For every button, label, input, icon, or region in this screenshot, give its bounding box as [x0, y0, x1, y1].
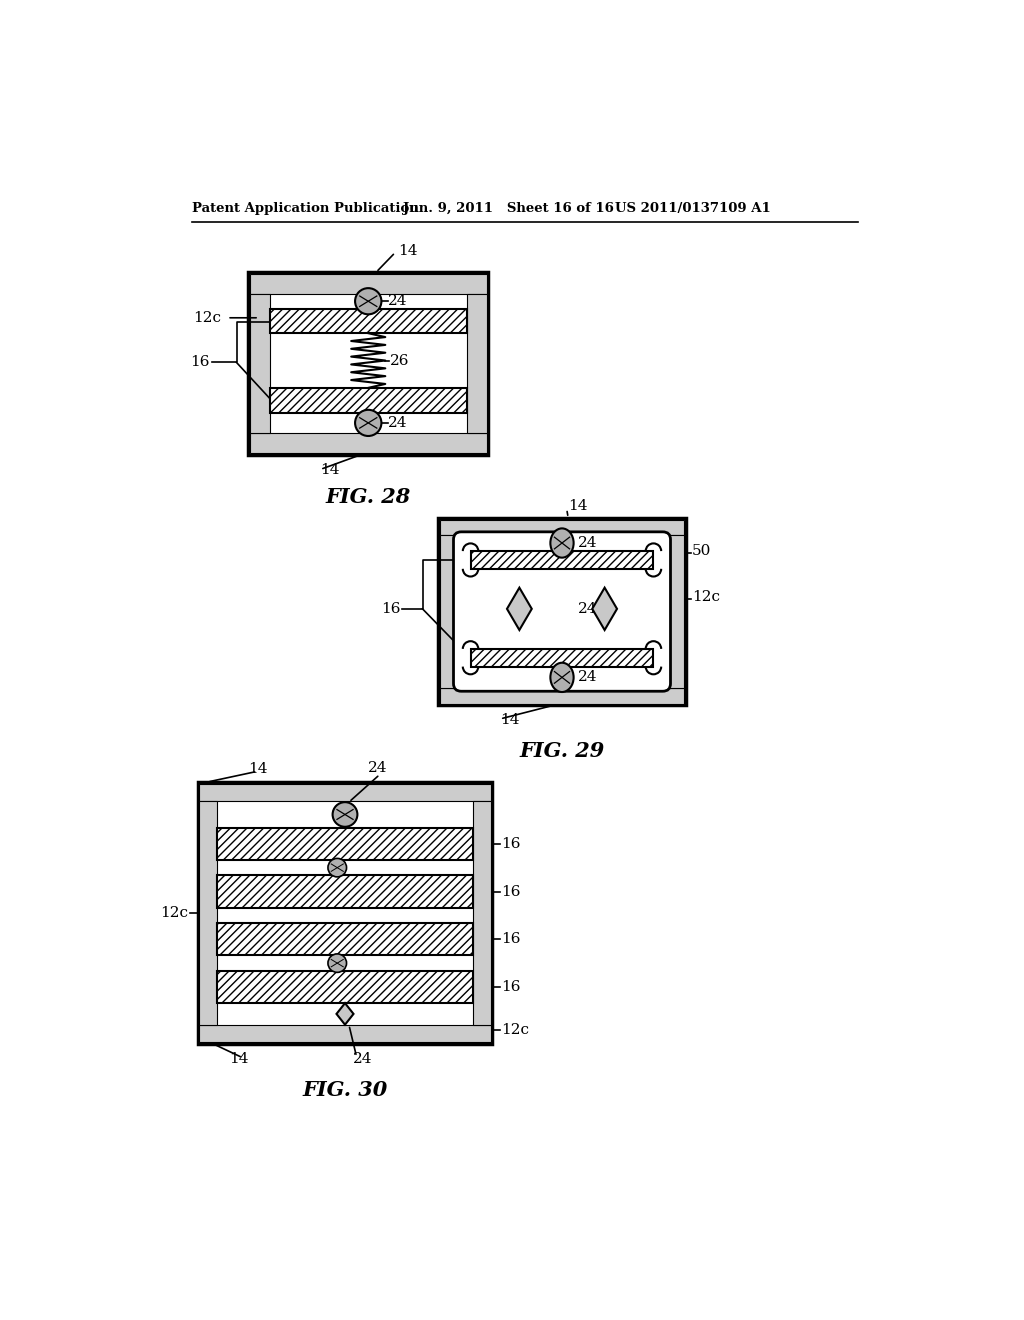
Text: Patent Application Publication: Patent Application Publication: [191, 202, 418, 215]
Bar: [200, 1024, 490, 1043]
Text: 12c: 12c: [692, 590, 720, 605]
Bar: [217, 970, 473, 1003]
Circle shape: [328, 858, 346, 876]
Polygon shape: [507, 587, 531, 630]
Text: 50: 50: [692, 544, 712, 558]
Text: 24: 24: [578, 602, 597, 616]
Bar: [217, 875, 473, 908]
Polygon shape: [337, 1003, 353, 1024]
Text: 12c: 12c: [161, 906, 188, 920]
Bar: [198, 781, 493, 1044]
Text: 24: 24: [388, 416, 408, 430]
Polygon shape: [592, 587, 617, 630]
Text: 24: 24: [578, 671, 597, 684]
Text: 12c: 12c: [193, 310, 221, 325]
Text: 24: 24: [369, 762, 388, 775]
Text: US 2011/0137109 A1: US 2011/0137109 A1: [614, 202, 770, 215]
Text: 14: 14: [568, 499, 588, 513]
Bar: [439, 520, 684, 535]
Bar: [438, 517, 686, 705]
FancyBboxPatch shape: [454, 532, 671, 692]
Bar: [439, 688, 684, 704]
Bar: [471, 552, 653, 569]
Text: 26: 26: [390, 354, 410, 368]
Ellipse shape: [550, 663, 573, 692]
Text: 24: 24: [388, 294, 408, 309]
Bar: [217, 923, 473, 956]
Bar: [471, 649, 653, 667]
Text: FIG. 29: FIG. 29: [519, 742, 604, 762]
Bar: [467, 294, 486, 433]
Text: 16: 16: [502, 932, 521, 946]
Text: 16: 16: [189, 355, 209, 370]
Text: 14: 14: [228, 1052, 248, 1067]
Ellipse shape: [550, 528, 573, 557]
Bar: [200, 801, 217, 1024]
Text: 16: 16: [502, 884, 521, 899]
Text: 16: 16: [502, 837, 521, 851]
Bar: [250, 275, 486, 294]
Bar: [270, 388, 467, 412]
Text: 12c: 12c: [502, 1023, 529, 1038]
Bar: [200, 784, 490, 801]
Bar: [270, 309, 467, 333]
Bar: [250, 433, 486, 453]
Text: 14: 14: [248, 762, 267, 776]
Circle shape: [355, 409, 381, 436]
Circle shape: [328, 954, 346, 973]
Bar: [217, 828, 473, 859]
Text: 24: 24: [578, 536, 597, 550]
Text: 16: 16: [381, 602, 400, 616]
Bar: [669, 535, 684, 688]
Text: 14: 14: [397, 244, 417, 257]
Bar: [250, 294, 270, 433]
Text: FIG. 28: FIG. 28: [326, 487, 411, 507]
Text: FIG. 30: FIG. 30: [302, 1080, 388, 1100]
Circle shape: [333, 803, 357, 826]
Bar: [439, 535, 455, 688]
Text: 14: 14: [500, 714, 519, 727]
Bar: [248, 272, 488, 455]
Circle shape: [355, 288, 381, 314]
Text: 16: 16: [502, 979, 521, 994]
Text: Jun. 9, 2011   Sheet 16 of 16: Jun. 9, 2011 Sheet 16 of 16: [403, 202, 614, 215]
Text: 24: 24: [352, 1052, 373, 1067]
Text: 14: 14: [321, 463, 340, 478]
Bar: [473, 801, 490, 1024]
